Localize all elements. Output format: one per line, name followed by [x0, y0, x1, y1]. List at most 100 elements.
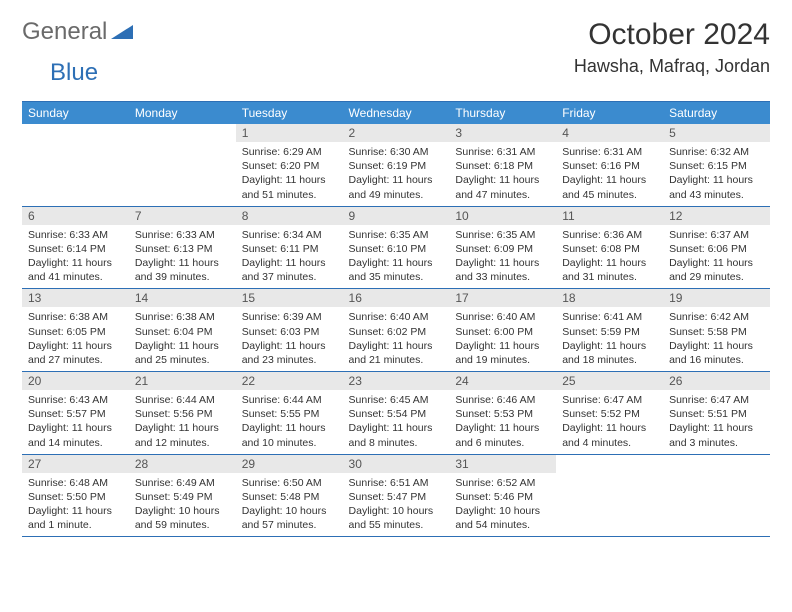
- day-content: Sunrise: 6:31 AMSunset: 6:16 PMDaylight:…: [556, 142, 663, 206]
- day-content: Sunrise: 6:30 AMSunset: 6:19 PMDaylight:…: [343, 142, 450, 206]
- calendar-day-cell: 15Sunrise: 6:39 AMSunset: 6:03 PMDayligh…: [236, 289, 343, 372]
- daylight-text: Daylight: 11 hours and 39 minutes.: [135, 256, 230, 284]
- day-number: 27: [22, 455, 129, 473]
- sunset-text: Sunset: 6:06 PM: [669, 242, 764, 256]
- calendar-day-cell: 22Sunrise: 6:44 AMSunset: 5:55 PMDayligh…: [236, 372, 343, 455]
- calendar-day-cell: 29Sunrise: 6:50 AMSunset: 5:48 PMDayligh…: [236, 454, 343, 537]
- sunrise-text: Sunrise: 6:49 AM: [135, 476, 230, 490]
- sunset-text: Sunset: 6:05 PM: [28, 325, 123, 339]
- calendar-day-cell: 23Sunrise: 6:45 AMSunset: 5:54 PMDayligh…: [343, 372, 450, 455]
- calendar-table: Sunday Monday Tuesday Wednesday Thursday…: [22, 101, 770, 537]
- weekday-header: Wednesday: [343, 102, 450, 125]
- title-block: October 2024 Hawsha, Mafraq, Jordan: [574, 18, 770, 77]
- sunrise-text: Sunrise: 6:33 AM: [135, 228, 230, 242]
- sunrise-text: Sunrise: 6:35 AM: [349, 228, 444, 242]
- day-content: Sunrise: 6:44 AMSunset: 5:55 PMDaylight:…: [236, 390, 343, 454]
- daylight-text: Daylight: 10 hours and 57 minutes.: [242, 504, 337, 532]
- sunrise-text: Sunrise: 6:38 AM: [28, 310, 123, 324]
- calendar-day-cell: 16Sunrise: 6:40 AMSunset: 6:02 PMDayligh…: [343, 289, 450, 372]
- day-number: 15: [236, 289, 343, 307]
- sunrise-text: Sunrise: 6:29 AM: [242, 145, 337, 159]
- sunrise-text: Sunrise: 6:45 AM: [349, 393, 444, 407]
- day-number: 3: [449, 124, 556, 142]
- calendar-day-cell: 24Sunrise: 6:46 AMSunset: 5:53 PMDayligh…: [449, 372, 556, 455]
- daylight-text: Daylight: 11 hours and 25 minutes.: [135, 339, 230, 367]
- weekday-header: Monday: [129, 102, 236, 125]
- day-number: 10: [449, 207, 556, 225]
- daylight-text: Daylight: 10 hours and 59 minutes.: [135, 504, 230, 532]
- sunset-text: Sunset: 6:20 PM: [242, 159, 337, 173]
- day-content: Sunrise: 6:51 AMSunset: 5:47 PMDaylight:…: [343, 473, 450, 537]
- logo: General: [22, 18, 133, 46]
- daylight-text: Daylight: 11 hours and 21 minutes.: [349, 339, 444, 367]
- calendar-day-cell: ..: [22, 124, 129, 206]
- day-content: Sunrise: 6:35 AMSunset: 6:10 PMDaylight:…: [343, 225, 450, 289]
- sunrise-text: Sunrise: 6:33 AM: [28, 228, 123, 242]
- day-number: 28: [129, 455, 236, 473]
- day-content: Sunrise: 6:29 AMSunset: 6:20 PMDaylight:…: [236, 142, 343, 206]
- daylight-text: Daylight: 11 hours and 10 minutes.: [242, 421, 337, 449]
- daylight-text: Daylight: 11 hours and 23 minutes.: [242, 339, 337, 367]
- day-content: Sunrise: 6:37 AMSunset: 6:06 PMDaylight:…: [663, 225, 770, 289]
- day-content: Sunrise: 6:34 AMSunset: 6:11 PMDaylight:…: [236, 225, 343, 289]
- day-number: 13: [22, 289, 129, 307]
- sunrise-text: Sunrise: 6:35 AM: [455, 228, 550, 242]
- weekday-header: Sunday: [22, 102, 129, 125]
- sunset-text: Sunset: 5:50 PM: [28, 490, 123, 504]
- calendar-day-cell: 27 Sunrise: 6:48 AMSunset: 5:50 PMDayligh…: [22, 454, 129, 537]
- daylight-text: Daylight: 11 hours and 51 minutes.: [242, 173, 337, 201]
- weekday-header: Friday: [556, 102, 663, 125]
- day-number: 20: [22, 372, 129, 390]
- day-number: 1: [236, 124, 343, 142]
- calendar-day-cell: 4Sunrise: 6:31 AMSunset: 6:16 PMDaylight…: [556, 124, 663, 206]
- day-number: 7: [129, 207, 236, 225]
- sunset-text: Sunset: 6:09 PM: [455, 242, 550, 256]
- calendar-day-cell: 13 Sunrise: 6:38 AMSunset: 6:05 PMDayligh…: [22, 289, 129, 372]
- daylight-text: Daylight: 11 hours and 31 minutes.: [562, 256, 657, 284]
- sunrise-text: Sunrise: 6:31 AM: [455, 145, 550, 159]
- daylight-text: Daylight: 11 hours and 3 minutes.: [669, 421, 764, 449]
- day-number: 17: [449, 289, 556, 307]
- day-number: 29: [236, 455, 343, 473]
- sunrise-text: Sunrise: 6:41 AM: [562, 310, 657, 324]
- sunset-text: Sunset: 6:11 PM: [242, 242, 337, 256]
- day-content: Sunrise: 6:47 AMSunset: 5:51 PMDaylight:…: [663, 390, 770, 454]
- weekday-header: Thursday: [449, 102, 556, 125]
- sunset-text: Sunset: 5:49 PM: [135, 490, 230, 504]
- day-number: 14: [129, 289, 236, 307]
- day-content: Sunrise: 6:52 AMSunset: 5:46 PMDaylight:…: [449, 473, 556, 537]
- day-number: 16: [343, 289, 450, 307]
- sunset-text: Sunset: 5:48 PM: [242, 490, 337, 504]
- sunset-text: Sunset: 6:15 PM: [669, 159, 764, 173]
- calendar-day-cell: ..: [663, 454, 770, 537]
- sunset-text: Sunset: 6:18 PM: [455, 159, 550, 173]
- logo-text-1: General: [22, 18, 107, 46]
- daylight-text: Daylight: 11 hours and 19 minutes.: [455, 339, 550, 367]
- sunrise-text: Sunrise: 6:30 AM: [349, 145, 444, 159]
- sunset-text: Sunset: 6:08 PM: [562, 242, 657, 256]
- sunset-text: Sunset: 6:03 PM: [242, 325, 337, 339]
- sunset-text: Sunset: 5:46 PM: [455, 490, 550, 504]
- daylight-text: Daylight: 11 hours and 12 minutes.: [135, 421, 230, 449]
- daylight-text: Daylight: 11 hours and 27 minutes.: [28, 339, 123, 367]
- month-title: October 2024: [574, 18, 770, 52]
- sunrise-text: Sunrise: 6:32 AM: [669, 145, 764, 159]
- day-content: Sunrise: 6:49 AMSunset: 5:49 PMDaylight:…: [129, 473, 236, 537]
- sunrise-text: Sunrise: 6:44 AM: [135, 393, 230, 407]
- day-content: Sunrise: 6:41 AMSunset: 5:59 PMDaylight:…: [556, 307, 663, 371]
- daylight-text: Daylight: 11 hours and 1 minute.: [28, 504, 123, 532]
- sunset-text: Sunset: 5:52 PM: [562, 407, 657, 421]
- calendar-day-cell: 14Sunrise: 6:38 AMSunset: 6:04 PMDayligh…: [129, 289, 236, 372]
- day-number: 19: [663, 289, 770, 307]
- day-content: Sunrise: 6:36 AMSunset: 6:08 PMDaylight:…: [556, 225, 663, 289]
- sunrise-text: Sunrise: 6:46 AM: [455, 393, 550, 407]
- day-number: 25: [556, 372, 663, 390]
- day-number: 31: [449, 455, 556, 473]
- weekday-header: Saturday: [663, 102, 770, 125]
- day-number: 30: [343, 455, 450, 473]
- day-content: Sunrise: 6:35 AMSunset: 6:09 PMDaylight:…: [449, 225, 556, 289]
- day-content: Sunrise: 6:32 AMSunset: 6:15 PMDaylight:…: [663, 142, 770, 206]
- sunrise-text: Sunrise: 6:48 AM: [28, 476, 123, 490]
- location: Hawsha, Mafraq, Jordan: [574, 56, 770, 77]
- daylight-text: Daylight: 11 hours and 33 minutes.: [455, 256, 550, 284]
